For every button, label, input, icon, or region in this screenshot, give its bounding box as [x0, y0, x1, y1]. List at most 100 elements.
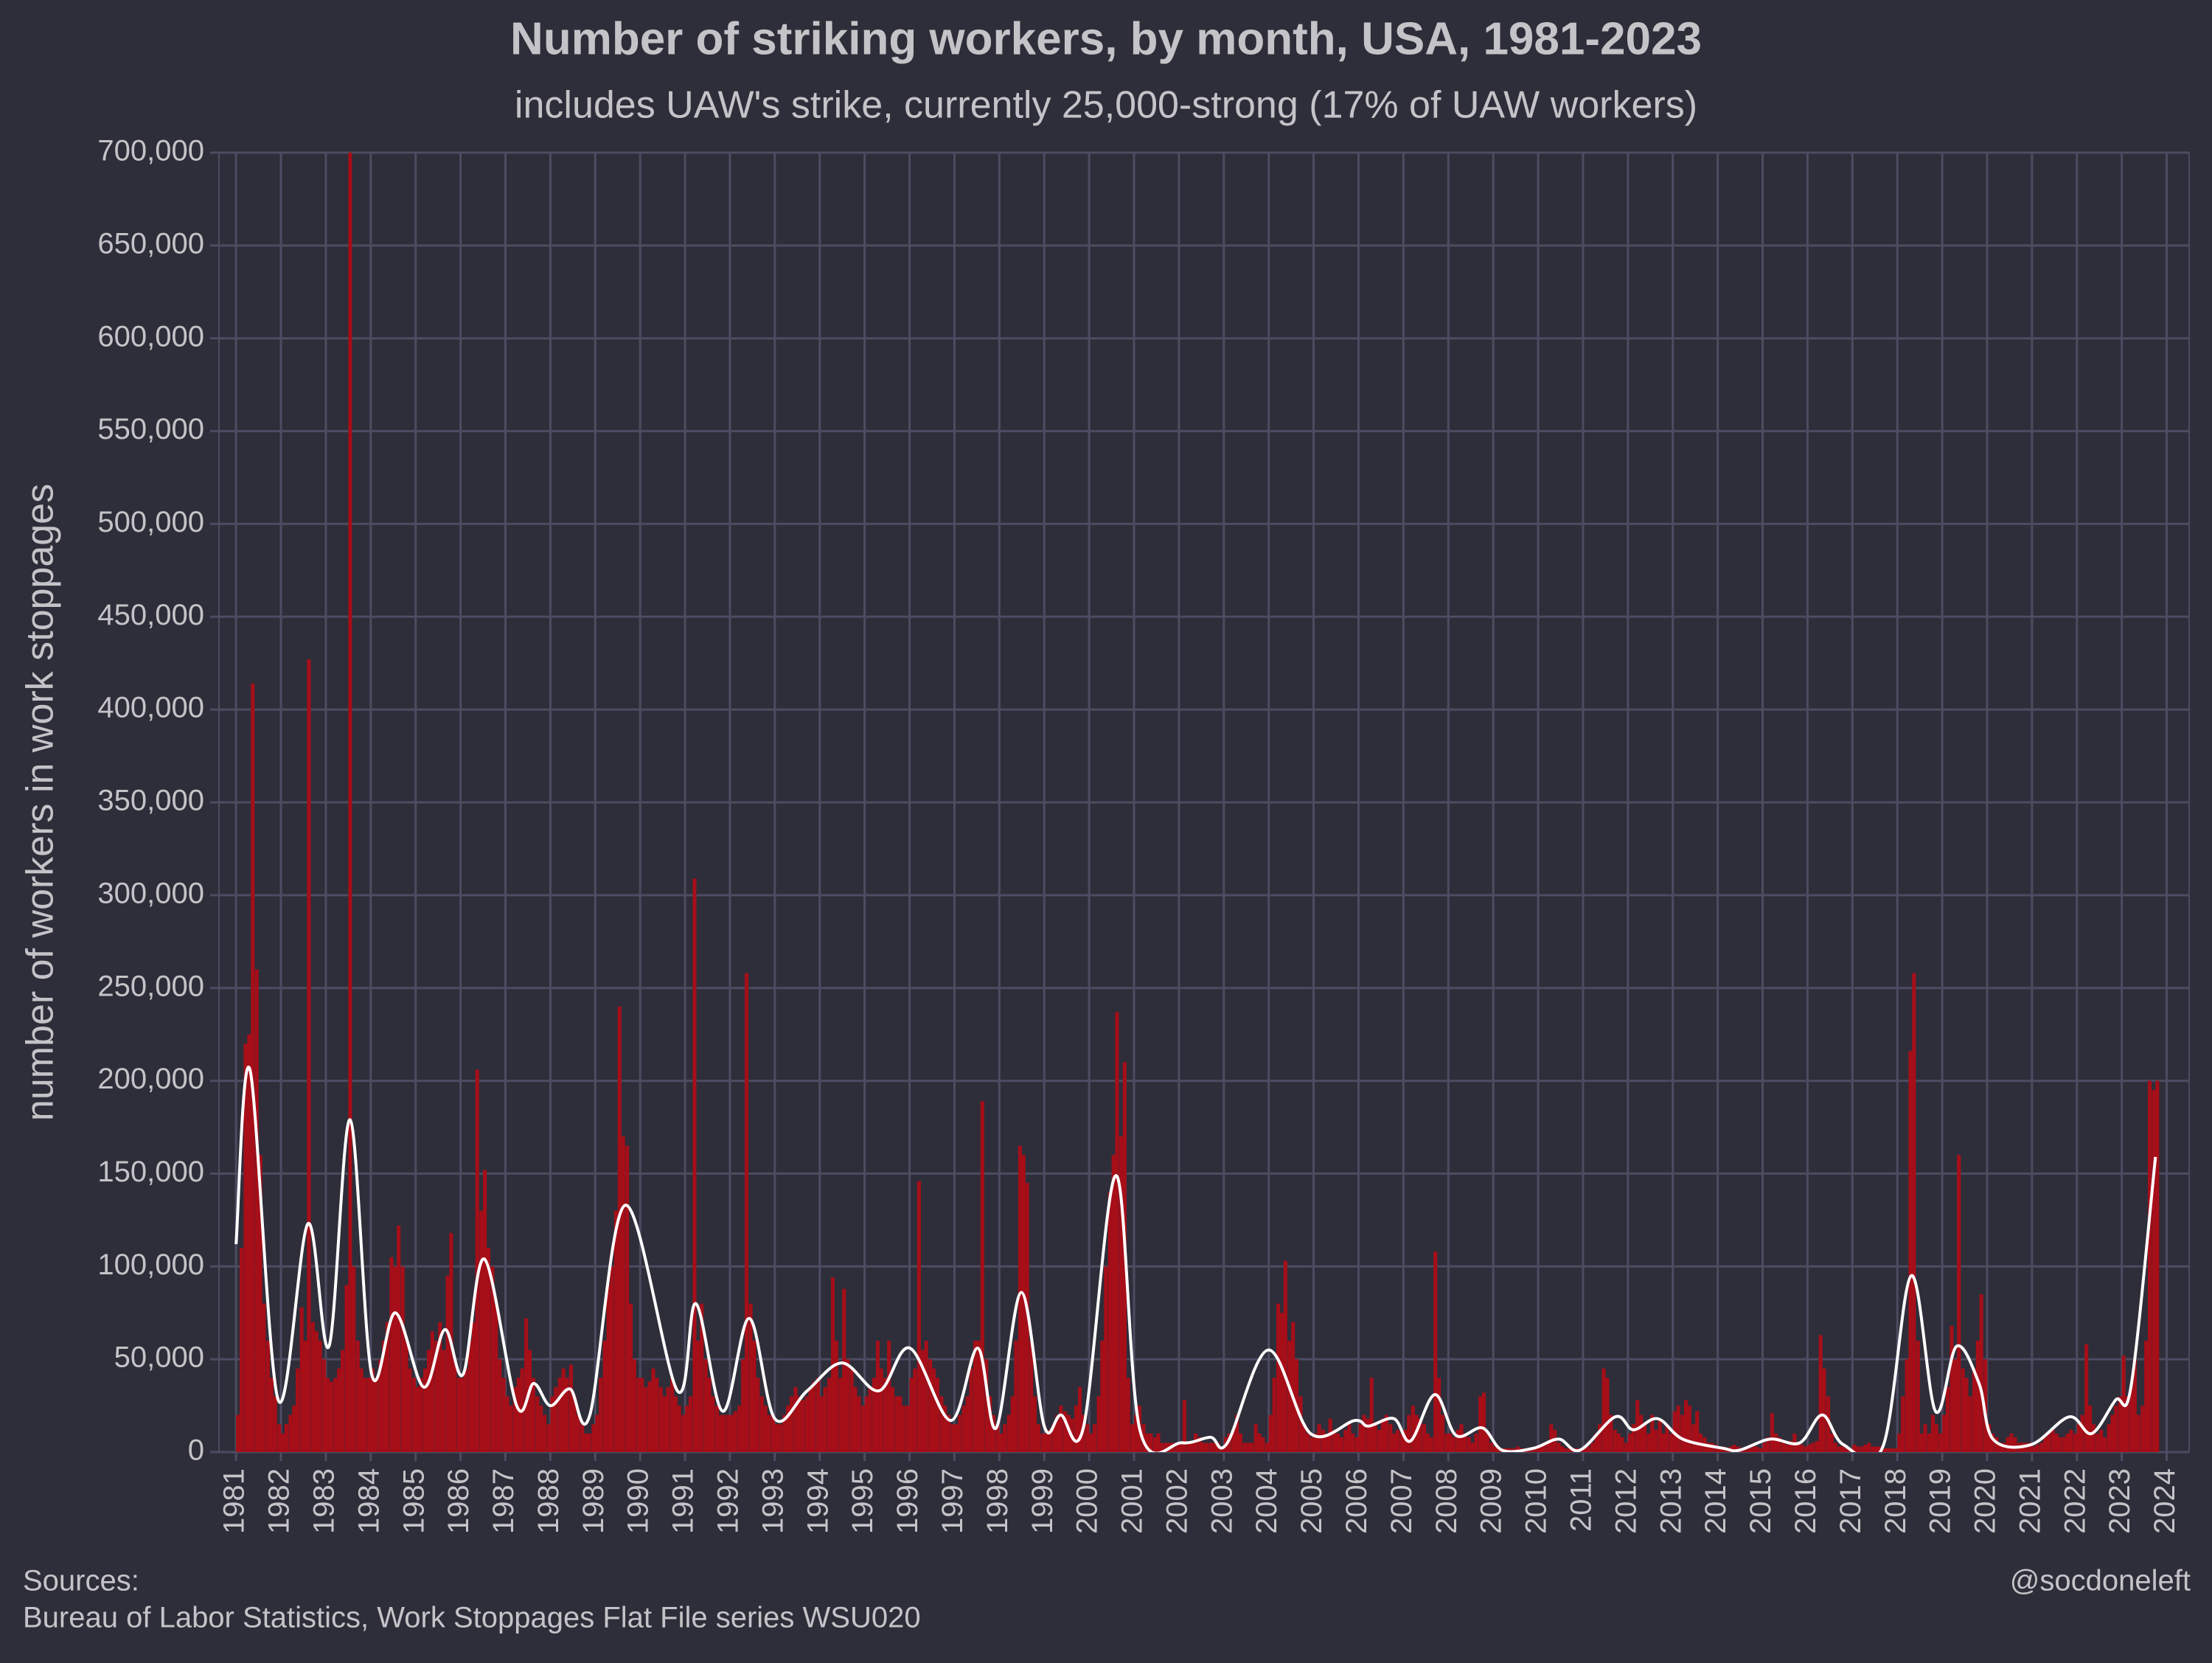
- bar: [543, 1414, 547, 1452]
- bar: [1448, 1433, 1453, 1452]
- bar: [1534, 1446, 1539, 1452]
- bar: [1321, 1429, 1326, 1452]
- bar: [1874, 1446, 1879, 1452]
- bar: [939, 1396, 944, 1452]
- bar: [494, 1303, 498, 1452]
- x-tick-label: 1998: [981, 1468, 1014, 1534]
- bar: [1635, 1400, 1640, 1452]
- x-tick-label: 2017: [1834, 1468, 1867, 1534]
- bar: [1788, 1440, 1792, 1452]
- bar: [1018, 1145, 1022, 1452]
- bar: [1755, 1446, 1759, 1452]
- bar: [1695, 1411, 1700, 1452]
- bar: [281, 1433, 285, 1452]
- bar: [1470, 1442, 1475, 1452]
- bar: [864, 1396, 869, 1452]
- y-tick-label: 200,000: [97, 1063, 204, 1095]
- bar: [2110, 1414, 2115, 1452]
- bar: [756, 1378, 760, 1452]
- bar: [644, 1386, 648, 1452]
- bar: [516, 1378, 521, 1452]
- bar: [752, 1340, 757, 1452]
- bar: [341, 1350, 345, 1452]
- bar: [1066, 1414, 1071, 1452]
- bar: [1396, 1429, 1400, 1452]
- bar: [1826, 1396, 1831, 1452]
- bar: [408, 1368, 412, 1452]
- bar: [1014, 1340, 1018, 1452]
- bar: [778, 1424, 782, 1452]
- bar: [1680, 1414, 1685, 1452]
- bar: [1934, 1424, 1938, 1452]
- bar: [890, 1386, 895, 1452]
- bar: [2054, 1433, 2059, 1452]
- bar: [1620, 1437, 1624, 1452]
- bar: [887, 1340, 891, 1452]
- bar: [1411, 1406, 1415, 1452]
- bar: [1609, 1414, 1613, 1452]
- x-tick-label: 2011: [1565, 1468, 1598, 1532]
- bar: [1927, 1433, 1932, 1452]
- bar: [1178, 1442, 1183, 1452]
- bar: [651, 1368, 655, 1452]
- bar: [2058, 1437, 2062, 1452]
- bar: [1227, 1433, 1231, 1452]
- bar: [1242, 1442, 1247, 1452]
- bar: [273, 1396, 277, 1452]
- bar: [385, 1322, 389, 1452]
- bar: [322, 1359, 327, 1452]
- bar: [1302, 1424, 1307, 1452]
- x-tick-label: 2007: [1385, 1468, 1418, 1534]
- y-tick-label: 150,000: [97, 1156, 204, 1188]
- bar: [842, 1288, 846, 1452]
- x-tick-label: 1985: [397, 1468, 430, 1534]
- bar: [1092, 1424, 1097, 1452]
- sources-label: Sources:: [23, 1565, 139, 1597]
- bar: [453, 1359, 457, 1452]
- bar: [774, 1424, 779, 1452]
- x-tick-label: 2016: [1790, 1468, 1822, 1534]
- bar: [853, 1386, 858, 1452]
- bar: [1807, 1444, 1812, 1452]
- bar: [688, 1396, 693, 1452]
- bar: [1107, 1192, 1112, 1452]
- bar: [1549, 1424, 1554, 1452]
- bar: [467, 1340, 473, 1452]
- bar: [1362, 1414, 1366, 1452]
- bar: [711, 1396, 715, 1452]
- x-tick-label: 2014: [1700, 1468, 1732, 1534]
- bar: [1089, 1433, 1093, 1452]
- bar: [1642, 1424, 1647, 1452]
- bar: [2099, 1429, 2104, 1452]
- bar: [1844, 1448, 1849, 1452]
- bar: [703, 1359, 708, 1452]
- bar: [1564, 1448, 1568, 1452]
- x-tick-label: 2010: [1520, 1468, 1553, 1534]
- x-tick-label: 2023: [2104, 1468, 2136, 1534]
- bar: [1298, 1396, 1303, 1452]
- bar: [445, 1275, 450, 1452]
- bar: [1560, 1446, 1565, 1452]
- bar: [935, 1378, 939, 1452]
- bar: [834, 1340, 838, 1452]
- plot-area: [234, 153, 2160, 1452]
- bar: [1399, 1433, 1404, 1452]
- bar: [1036, 1424, 1040, 1452]
- bar: [846, 1359, 850, 1452]
- bar: [613, 1210, 618, 1452]
- x-tick-label: 1992: [712, 1468, 745, 1534]
- bar: [1601, 1368, 1606, 1452]
- bar: [1324, 1433, 1329, 1452]
- bar: [1762, 1442, 1767, 1452]
- bar: [535, 1396, 540, 1452]
- bar: [1384, 1414, 1388, 1452]
- bar: [1594, 1433, 1599, 1452]
- bar: [1800, 1444, 1804, 1452]
- bar: [479, 1210, 484, 1452]
- bar: [370, 1368, 375, 1452]
- bar: [576, 1414, 580, 1452]
- bar: [1261, 1437, 1265, 1452]
- bar: [1751, 1446, 1756, 1452]
- bar: [1687, 1406, 1691, 1452]
